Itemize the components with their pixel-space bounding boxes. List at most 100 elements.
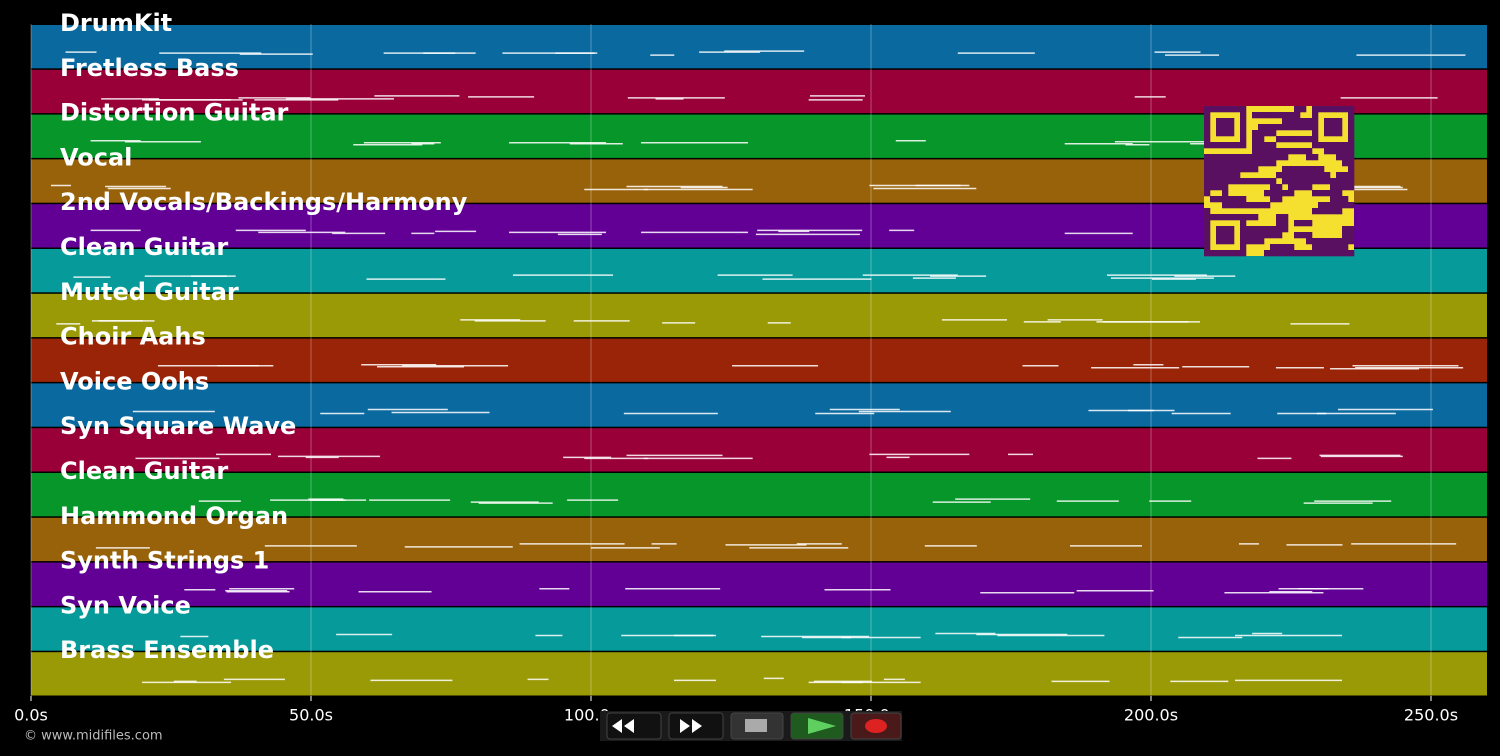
qr-cell <box>1216 172 1223 179</box>
qr-cell <box>1222 160 1229 167</box>
qr-cell <box>1228 232 1235 239</box>
qr-cell <box>1246 178 1253 185</box>
qr-cell <box>1216 160 1223 167</box>
qr-cell <box>1216 142 1223 149</box>
qr-cell <box>1318 142 1325 149</box>
qr-cell <box>1264 130 1271 137</box>
qr-cell <box>1228 196 1235 203</box>
qr-cell <box>1234 214 1241 221</box>
qr-cell <box>1336 208 1343 215</box>
qr-cell <box>1216 214 1223 221</box>
track-name: Fretless Bass <box>60 54 239 82</box>
qr-cell <box>1258 178 1265 185</box>
qr-cell <box>1222 166 1229 173</box>
qr-cell <box>1222 124 1229 131</box>
qr-cell <box>1312 166 1319 173</box>
track-lane <box>31 607 1487 651</box>
qr-cell <box>1288 172 1295 179</box>
qr-cell <box>1234 202 1241 209</box>
qr-cell <box>1222 106 1229 113</box>
copyright: © www.midifiles.com <box>24 729 163 744</box>
record-button[interactable] <box>850 712 902 740</box>
qr-cell <box>1276 250 1283 257</box>
qr-cell <box>1204 142 1211 149</box>
track-lane <box>31 383 1487 427</box>
qr-cell <box>1234 196 1241 203</box>
qr-cell <box>1264 232 1271 239</box>
qr-cell <box>1204 124 1211 131</box>
track-name: Muted Guitar <box>60 278 239 306</box>
qr-cell <box>1348 118 1355 125</box>
qr-cell <box>1324 250 1331 257</box>
qr-cell <box>1306 250 1313 257</box>
qr-cell <box>1270 226 1277 233</box>
qr-cell <box>1294 118 1301 125</box>
qr-cell <box>1258 232 1265 239</box>
tick-label: 200.0s <box>1124 706 1178 725</box>
qr-cell <box>1348 154 1355 161</box>
qr-cell <box>1240 160 1247 167</box>
qr-cell <box>1246 160 1253 167</box>
qr-cell <box>1204 154 1211 161</box>
qr-cell <box>1222 214 1229 221</box>
qr-cell <box>1342 202 1349 209</box>
qr-cell <box>1276 112 1283 119</box>
qr-cell <box>1264 250 1271 257</box>
qr-cell <box>1282 154 1289 161</box>
qr-cell <box>1270 160 1277 167</box>
transport-controls <box>600 711 902 741</box>
qr-cell <box>1228 250 1235 257</box>
qr-cell <box>1276 196 1283 203</box>
qr-cell <box>1312 190 1319 197</box>
qr-cell <box>1222 202 1229 209</box>
qr-cell <box>1252 232 1259 239</box>
grid <box>30 24 1432 696</box>
qr-cell <box>1342 232 1349 239</box>
qr-cell <box>1258 154 1265 161</box>
rewind-button[interactable] <box>606 712 662 740</box>
qr-cell <box>1294 166 1301 173</box>
qr-cell <box>1216 226 1223 233</box>
qr-cell <box>1252 148 1259 155</box>
qr-cell <box>1348 130 1355 137</box>
qr-cell <box>1228 202 1235 209</box>
qr-cell <box>1270 250 1277 257</box>
qr-cell <box>1204 226 1211 233</box>
qr-cell <box>1306 178 1313 185</box>
fast-forward-button[interactable] <box>668 712 724 740</box>
qr-cell <box>1222 232 1229 239</box>
qr-cell <box>1300 148 1307 155</box>
play-button[interactable] <box>790 712 844 740</box>
stop-button[interactable] <box>730 712 784 740</box>
qr-cell <box>1270 196 1277 203</box>
qr-cell <box>1216 250 1223 257</box>
qr-cell <box>1216 184 1223 191</box>
qr-cell <box>1294 136 1301 143</box>
qr-cell <box>1342 178 1349 185</box>
qr-cell <box>1348 148 1355 155</box>
qr-cell <box>1330 208 1337 215</box>
qr-cell <box>1318 178 1325 185</box>
qr-cell <box>1240 220 1247 227</box>
track-lane <box>31 69 1487 114</box>
qr-cell <box>1318 244 1325 251</box>
track-name: Distortion Guitar <box>60 99 289 127</box>
qr-cell <box>1300 184 1307 191</box>
qr-cell <box>1300 124 1307 131</box>
qr-cell <box>1252 238 1259 245</box>
qr-cell <box>1222 178 1229 185</box>
qr-cell <box>1312 124 1319 131</box>
qr-cell <box>1210 142 1217 149</box>
qr-cell <box>1252 166 1259 173</box>
qr-cell <box>1324 106 1331 113</box>
qr-cell <box>1312 178 1319 185</box>
qr-cell <box>1234 160 1241 167</box>
qr-cell <box>1342 154 1349 161</box>
qr-cell <box>1204 244 1211 251</box>
qr-cell <box>1330 106 1337 113</box>
qr-cell <box>1228 130 1235 137</box>
qr-cell <box>1240 130 1247 137</box>
qr-cell <box>1276 232 1283 239</box>
qr-cell <box>1270 130 1277 137</box>
